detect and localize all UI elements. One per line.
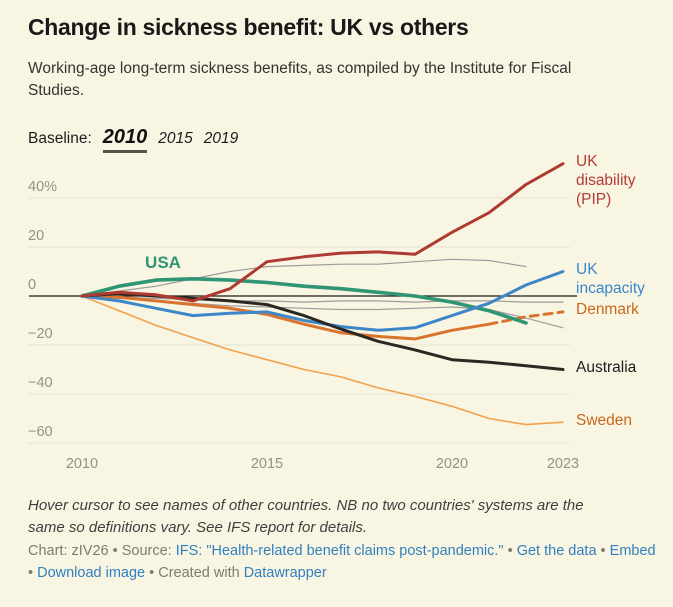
chart-note: Hover cursor to see names of other count… <box>28 497 584 536</box>
series-label-uk-incapacity: UK incapacity <box>576 261 645 297</box>
attribution-link[interactable]: Download image <box>37 565 146 582</box>
chart-title: Change in sickness benefit: UK vs others <box>28 14 469 40</box>
baseline-toggle: Baseline: 2010 2015 2019 <box>28 126 238 153</box>
y-tick-label: 0 <box>28 277 36 293</box>
attribution-link[interactable]: IFS: "Health-related benefit claims post… <box>175 543 504 559</box>
series-line-usa[interactable] <box>80 277 528 325</box>
attribution-link[interactable]: Get the data <box>516 543 597 559</box>
baseline-label: Baseline: <box>28 130 92 147</box>
y-tick-label: −60 <box>28 424 53 440</box>
chart-subtitle: Working-age long-term sickness benefits,… <box>28 60 572 99</box>
attribution-text: • <box>596 543 610 559</box>
attribution-text: • <box>28 565 38 582</box>
y-tick-label: −20 <box>28 326 53 342</box>
series-label-denmark: Denmark <box>576 301 639 318</box>
series-line-denmark[interactable] <box>487 310 565 326</box>
series-line-sweden[interactable] <box>81 295 564 426</box>
x-tick-label: 2015 <box>251 456 283 472</box>
series-line-other-country-b[interactable] <box>81 295 564 303</box>
line-chart-svg[interactable]: 40% 20 0 −20 −40 −60 2010 2015 2020 2023 Sweden Den… <box>0 152 673 487</box>
y-tick-label: −40 <box>28 375 53 391</box>
attribution-link[interactable]: Datawrapper <box>243 565 327 582</box>
series-line-denmark[interactable] <box>80 294 491 341</box>
baseline-option-2019[interactable]: 2019 <box>203 130 239 147</box>
attribution: Chart: zIV26 • Source: IFS: "Health-rela… <box>28 540 656 585</box>
series-line-other-country-a[interactable] <box>81 258 527 297</box>
line-chart[interactable]: 40% 20 0 −20 −40 −60 2010 2015 2020 2023 Sweden Den… <box>0 152 673 487</box>
baseline-option-2015[interactable]: 2015 <box>158 130 193 147</box>
baseline-option-2010[interactable]: 2010 <box>102 126 148 153</box>
attribution-text: Chart: zIV26 • Source: <box>28 543 176 559</box>
x-tick-label: 2020 <box>436 456 468 472</box>
series-line-australia[interactable] <box>80 292 565 371</box>
x-tick-label: 2010 <box>66 456 98 472</box>
series-label-uk-disability-pip: UK disability (PIP) <box>576 153 636 208</box>
series-label-sweden: Sweden <box>576 412 632 429</box>
series-line-uk-disability-pip[interactable] <box>80 162 565 303</box>
series-inline-label-usa: USA <box>145 253 181 272</box>
x-tick-label: 2023 <box>547 456 579 472</box>
attribution-text: • Created with <box>145 565 244 582</box>
y-tick-label: 40% <box>28 179 57 195</box>
series-label-australia: Australia <box>576 359 637 376</box>
attribution-link[interactable]: Embed <box>609 543 656 559</box>
attribution-text: • <box>503 543 517 559</box>
y-tick-label: 20 <box>28 228 44 244</box>
